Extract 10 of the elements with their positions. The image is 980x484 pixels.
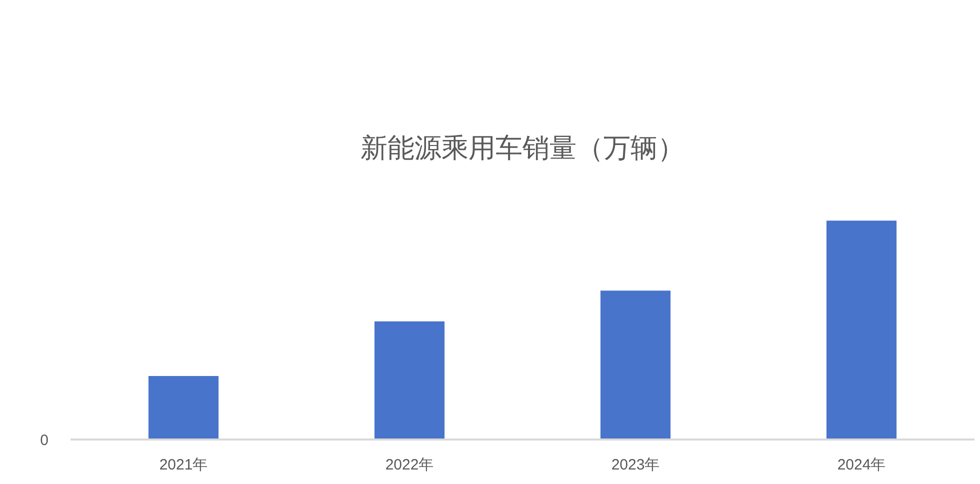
x-tick-label: 2021年: [159, 456, 208, 474]
bar: [600, 290, 671, 440]
bar: [374, 321, 445, 440]
chart-title: 新能源乘用车销量（万辆）: [360, 133, 684, 163]
bar: [148, 376, 219, 440]
bar: [826, 220, 897, 440]
x-tick-label: 2024年: [837, 456, 886, 474]
x-tick-label: 2023年: [611, 456, 660, 474]
x-tick-label: 2022年: [385, 456, 434, 474]
text: 0: [40, 432, 48, 449]
